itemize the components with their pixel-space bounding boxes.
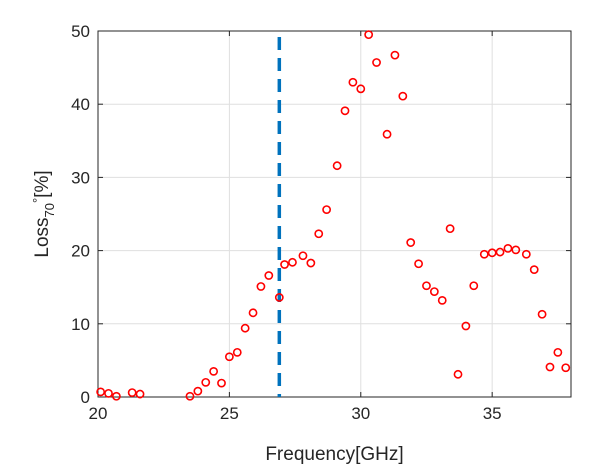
data-point: [135, 389, 145, 399]
y-tick-label: 0: [81, 388, 90, 407]
data-point: [422, 281, 431, 291]
data-point: [372, 58, 381, 67]
data-points: [96, 30, 571, 401]
data-point: [406, 238, 416, 247]
data-point: [553, 347, 563, 357]
data-point: [224, 352, 234, 362]
data-point: [521, 249, 531, 259]
plot-frame: [97, 30, 572, 398]
data-point: [232, 347, 242, 357]
y-axis-label-subscript: 70: [42, 203, 57, 217]
data-point: [495, 247, 505, 257]
data-point: [545, 362, 555, 372]
y-tick-label: 10: [71, 315, 90, 334]
data-point: [529, 265, 539, 275]
data-point: [437, 295, 447, 305]
x-tick-label: 25: [220, 404, 239, 423]
data-point: [429, 287, 439, 296]
data-point: [469, 281, 479, 291]
data-point: [185, 391, 195, 401]
data-point: [274, 293, 284, 302]
x-axis-ticks: 20 25 30 35: [89, 31, 502, 423]
data-point: [364, 30, 374, 40]
data-point: [201, 377, 211, 387]
data-point: [390, 50, 400, 60]
y-tick-label: 20: [71, 242, 90, 261]
grid-lines: [97, 30, 571, 398]
data-point: [193, 386, 203, 396]
x-tick-label: 35: [483, 404, 502, 423]
data-point: [537, 309, 547, 319]
data-point: [96, 387, 106, 397]
data-point: [264, 271, 274, 280]
data-point: [256, 282, 266, 291]
y-tick-label: 50: [71, 22, 90, 41]
y-axis-ticks: 0 10 20 30 40 50: [71, 22, 571, 407]
data-point: [414, 259, 423, 269]
x-tick-label: 20: [89, 404, 108, 423]
y-tick-label: 40: [71, 95, 90, 114]
data-point: [288, 257, 297, 267]
data-point: [398, 91, 408, 101]
y-tick-label: 30: [71, 168, 90, 187]
data-point: [111, 391, 121, 401]
data-point: [356, 84, 366, 94]
data-point: [461, 321, 471, 331]
data-point: [479, 249, 489, 259]
data-point: [104, 388, 113, 398]
data-point: [280, 260, 289, 269]
data-point: [348, 77, 358, 87]
data-point: [382, 129, 392, 139]
data-point: [127, 388, 137, 398]
data-point: [298, 251, 308, 261]
data-point: [561, 363, 571, 373]
data-point: [322, 205, 332, 215]
x-tick-label: 30: [351, 404, 370, 423]
data-point: [332, 161, 342, 171]
data-point: [248, 308, 258, 318]
y-axis-label-superscript: °: [30, 198, 45, 203]
data-point: [511, 245, 521, 255]
y-axis-label: Loss70°[%]: [30, 170, 57, 257]
y-axis-label-base: Loss: [32, 217, 53, 257]
data-point: [453, 369, 463, 379]
data-point: [340, 106, 350, 116]
data-point: [314, 229, 324, 239]
data-point: [503, 244, 513, 253]
data-point: [445, 224, 455, 234]
data-point: [240, 323, 250, 333]
data-point: [306, 258, 316, 268]
y-axis-label-suffix: [%]: [32, 170, 53, 197]
data-point: [209, 366, 219, 376]
x-axis-label: Frequency[GHz]: [265, 444, 403, 465]
data-point: [217, 378, 226, 388]
